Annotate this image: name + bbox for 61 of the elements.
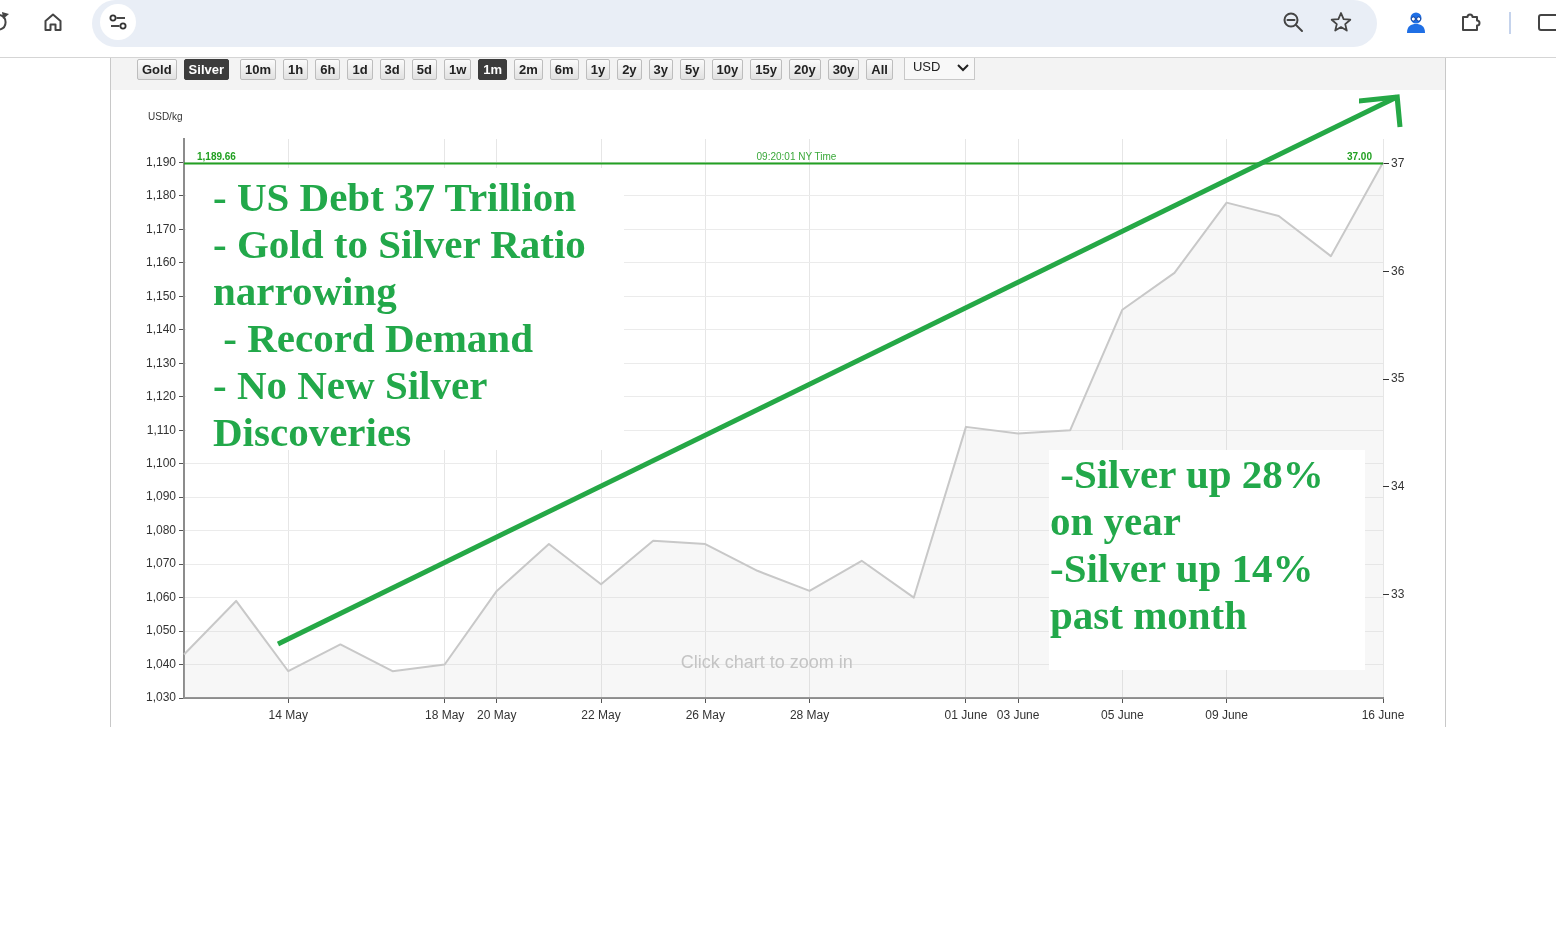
y2-tick-label: 33 [1391, 586, 1405, 601]
annotation: -Silver up 28% on year -Silver up 14% past month [1049, 450, 1365, 670]
annotation: - US Debt 37 Trillion - Gold to Silver Ratio narrowing - Record Demand - No New Silver Discoveries [212, 173, 587, 455]
y-tick-label: 1,140 [145, 322, 177, 337]
button: 6h [315, 59, 341, 80]
y-tick-label: 1,040 [145, 656, 177, 671]
annotation: 09:20:01 NY Time [756, 150, 837, 162]
y-tick-label: 1,150 [145, 288, 177, 303]
y-tick-label: 1,110 [146, 422, 177, 437]
button: 1w [443, 59, 472, 80]
button: 20y [788, 59, 821, 80]
button: 10y [711, 59, 744, 80]
y-tick-label: 1,160 [145, 255, 177, 270]
y-tick-label: 1,050 [145, 623, 177, 638]
y2-tick-label: 37 [1391, 156, 1405, 171]
button: 1h [283, 59, 309, 80]
x-tick-label: 09 June [1205, 707, 1249, 722]
y-tick-label: 1,120 [145, 389, 177, 404]
button: Gold [137, 59, 177, 80]
x-tick-label: 03 June [996, 707, 1040, 722]
y-tick-label: 1,180 [145, 188, 177, 203]
button: 3d [379, 59, 405, 80]
button: 2m [514, 59, 543, 80]
y-tick-label: 1,080 [145, 522, 177, 537]
button: 10m [240, 59, 277, 80]
button: 3y [648, 59, 674, 80]
dropdown: USD [903, 58, 975, 80]
y2-tick-label: 35 [1391, 371, 1405, 386]
button: 1d [347, 59, 373, 80]
y-axis-title: USD/kg [148, 110, 183, 122]
button: 30y [827, 59, 860, 80]
button: 5d [411, 59, 437, 80]
button: 15y [750, 59, 782, 80]
button: 1m [478, 59, 508, 80]
button: 6m [549, 59, 579, 80]
y-tick-label: 1,130 [145, 355, 177, 370]
annotation: 37.00 [1346, 150, 1373, 162]
button: 5y [680, 59, 705, 80]
y2-tick-label: 34 [1391, 479, 1405, 494]
y-tick-label: 1,090 [145, 489, 177, 504]
x-tick-label: 26 May [685, 707, 725, 722]
x-tick-label: 14 May [268, 707, 308, 722]
button: 2y [617, 59, 642, 80]
y2-tick-label: 36 [1391, 263, 1405, 278]
y-tick-label: 1,100 [145, 456, 177, 470]
x-tick-label: 01 June [944, 707, 988, 722]
button: Silver [183, 59, 230, 80]
y-tick-label: 1,060 [145, 589, 177, 604]
x-tick-label: 22 May [581, 707, 621, 722]
x-tick-label: 16 June [1361, 707, 1405, 722]
x-tick-label: 18 May [424, 707, 465, 722]
y-tick-label: 1,170 [145, 221, 177, 236]
button: All [866, 59, 893, 80]
y-tick-label: 1,030 [145, 690, 177, 705]
y-tick-label: 1,190 [145, 154, 177, 169]
ref-line-label: 1,189.66 [197, 150, 237, 162]
button: 1y [585, 59, 611, 80]
x-tick-label: 20 May [477, 707, 517, 722]
y-tick-label: 1,070 [145, 556, 177, 571]
x-tick-label: 05 June [1101, 707, 1145, 722]
x-tick-label: 28 May [789, 707, 830, 722]
